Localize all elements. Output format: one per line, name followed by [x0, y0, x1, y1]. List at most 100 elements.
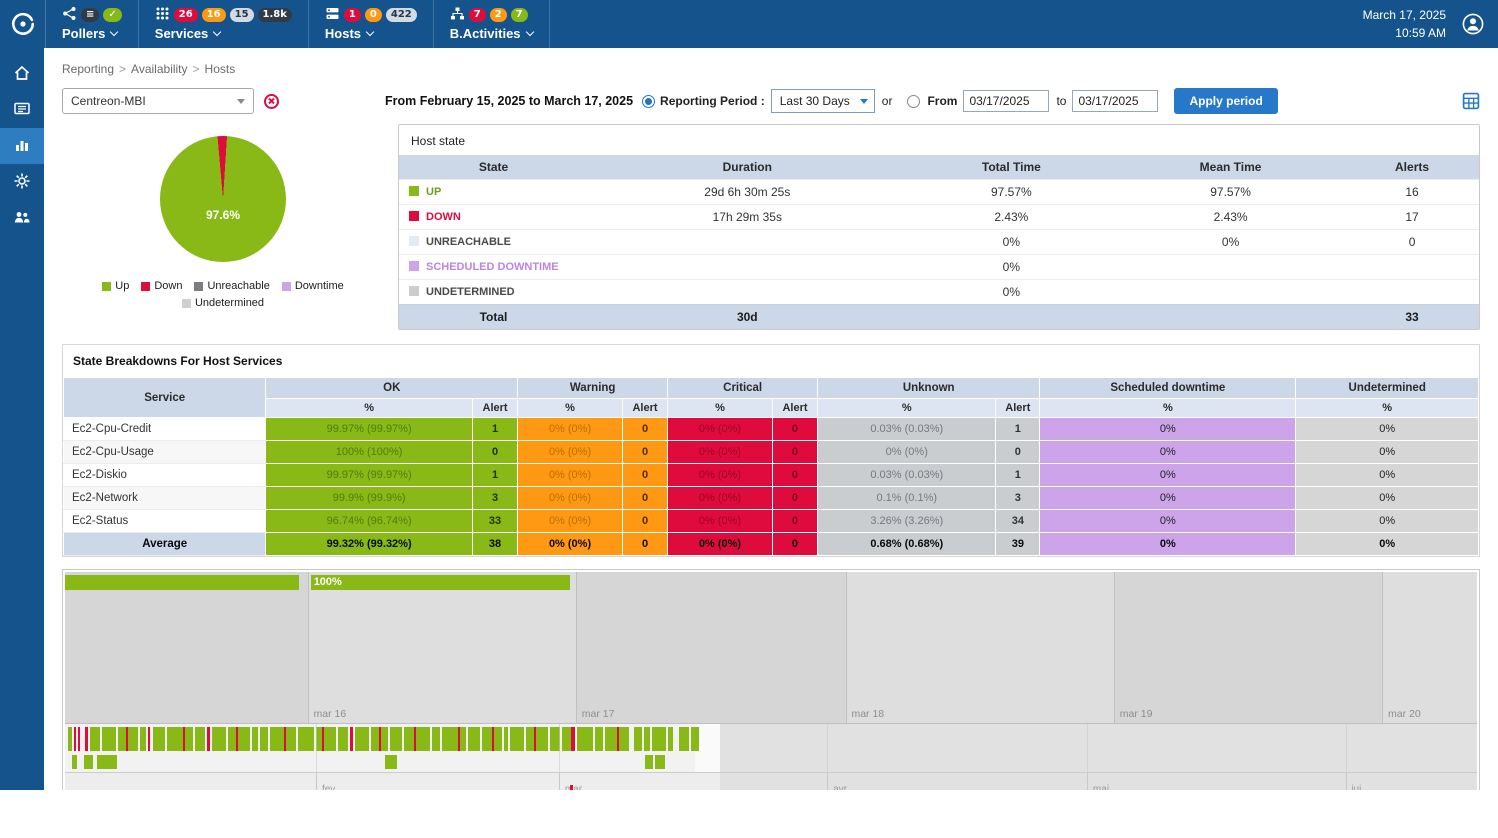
sub-pct: %	[518, 399, 623, 418]
status-segment-up	[390, 727, 402, 751]
menu-label-text: Services	[155, 26, 209, 41]
status-badge[interactable]: 2	[490, 8, 507, 22]
custom-period-radio[interactable]	[907, 95, 920, 108]
status-badge[interactable]: 422	[386, 8, 417, 22]
group-unknown: Unknown	[818, 378, 1040, 399]
centreon-logo[interactable]	[0, 0, 46, 48]
legend-label: Down	[154, 280, 182, 292]
clear-selection-icon[interactable]	[264, 94, 279, 109]
status-badge[interactable]: 7	[511, 8, 528, 22]
status-segment-up	[381, 727, 388, 751]
axis-label: mai	[1093, 784, 1109, 790]
status-segment-up	[195, 727, 205, 751]
timeline-day-column	[65, 572, 308, 723]
topbar-right: March 17, 2025 10:59 AM	[1363, 0, 1498, 48]
menu-pollers-label: Pollers	[62, 26, 122, 41]
unknown-pct-cell: 0.03% (0.03%)	[818, 418, 996, 441]
status-badge[interactable]: 26	[174, 8, 198, 22]
breadcrumb-item-hosts[interactable]: Hosts	[205, 62, 236, 76]
status-segment-up	[90, 727, 100, 751]
unknown-alert-cell: 0	[996, 441, 1040, 464]
to-date-input[interactable]	[1072, 90, 1158, 112]
warning-pct-cell: 0% (0%)	[518, 487, 623, 510]
legend-swatch	[194, 282, 203, 291]
status-badge[interactable]: 15	[230, 8, 254, 22]
status-segment-up	[324, 727, 336, 751]
col-mean-time: Mean Time	[1116, 155, 1345, 180]
menu-pollers-counters: ≡✓	[62, 7, 122, 23]
host-select[interactable]: Centreon-MBI	[62, 88, 254, 114]
status-segment-up	[562, 727, 571, 751]
menu-label-text: Hosts	[325, 26, 361, 41]
state-color-square	[409, 236, 419, 246]
period-select[interactable]: Last 30 Days	[771, 89, 875, 113]
user-icon[interactable]	[1462, 13, 1484, 35]
undetermined-cell: 0%	[1296, 510, 1479, 533]
sidebar-item-administration[interactable]	[0, 200, 44, 236]
ok-alert-cell: 1	[472, 464, 517, 487]
sidebar-item-reporting[interactable]	[0, 128, 44, 164]
critical-alert-cell: 0	[772, 533, 817, 556]
sub-header-row: % Alert % Alert % Alert % Alert % %	[64, 399, 1479, 418]
state-label: UNREACHABLE	[426, 236, 511, 248]
axis-label: mar 20	[1388, 708, 1421, 720]
status-segment-up	[619, 727, 629, 751]
status-segment-up	[432, 727, 440, 751]
apply-period-button[interactable]: Apply period	[1174, 88, 1277, 114]
status-segment-up	[298, 727, 314, 751]
export-icon[interactable]	[1462, 92, 1480, 110]
panel-title: Host state	[399, 125, 1479, 155]
status-badge[interactable]: 0	[365, 8, 382, 22]
gridline	[559, 724, 560, 772]
status-history-band[interactable]	[65, 724, 1477, 772]
alerts-cell: 17	[1345, 205, 1479, 230]
from-date-input[interactable]	[963, 90, 1049, 112]
reporting-period-radio[interactable]	[642, 95, 655, 108]
undetermined-cell: 0%	[1296, 464, 1479, 487]
ok-pct-cell: 99.97% (99.97%)	[266, 418, 473, 441]
menu-services[interactable]: 26 16 15 1.8k Services	[139, 0, 309, 48]
status-segment-up	[128, 727, 138, 751]
availability-bar	[65, 575, 299, 590]
axis-label: fev	[322, 784, 335, 790]
breadcrumb-item-reporting[interactable]: Reporting	[62, 62, 114, 76]
status-badge[interactable]: 16	[202, 8, 226, 22]
breadcrumb-item-availability[interactable]: Availability	[131, 62, 187, 76]
axis-label: jui	[1351, 784, 1361, 790]
axis-label: mar 17	[582, 708, 615, 720]
sidebar-item-home[interactable]	[0, 56, 44, 92]
menu-hosts-label: Hosts	[325, 26, 417, 41]
sidebar-item-configuration[interactable]	[0, 164, 44, 200]
duration-cell	[588, 255, 907, 280]
sub-alert: Alert	[472, 399, 517, 418]
status-badge[interactable]: 7	[469, 8, 486, 22]
critical-alert-cell: 0	[772, 418, 817, 441]
status-badge[interactable]: ✓	[103, 8, 121, 22]
gridline	[316, 773, 317, 790]
status-badge[interactable]: ≡	[81, 8, 99, 22]
host-select-value: Centreon-MBI	[71, 94, 146, 108]
sub-alert: Alert	[996, 399, 1040, 418]
status-segment-up	[97, 755, 117, 769]
menu-pollers[interactable]: ≡✓Pollers	[46, 0, 139, 48]
date-text: March 17, 2025	[1363, 6, 1446, 24]
total-alerts: 33	[1345, 305, 1479, 330]
breadcrumb: Reporting>Availability>Hosts	[44, 48, 1498, 80]
status-segment-up	[84, 755, 93, 769]
service-name: Ec2-Diskio	[64, 464, 266, 487]
status-badge[interactable]: 1.8k	[258, 8, 292, 22]
ok-pct-cell: 99.9% (99.9%)	[266, 487, 473, 510]
undetermined-cell: 0%	[1296, 441, 1479, 464]
chart-icon	[13, 136, 31, 157]
sidebar-item-monitoring[interactable]	[0, 92, 44, 128]
scheduled-downtime-cell: 0%	[1040, 510, 1296, 533]
ok-alert-cell: 33	[472, 510, 517, 533]
overview-band[interactable]: fevmaravrmaijui	[65, 772, 1477, 790]
warning-pct-cell: 0% (0%)	[518, 533, 623, 556]
status-badge[interactable]: 1	[344, 8, 361, 22]
menu-services-label: Services	[155, 26, 292, 41]
